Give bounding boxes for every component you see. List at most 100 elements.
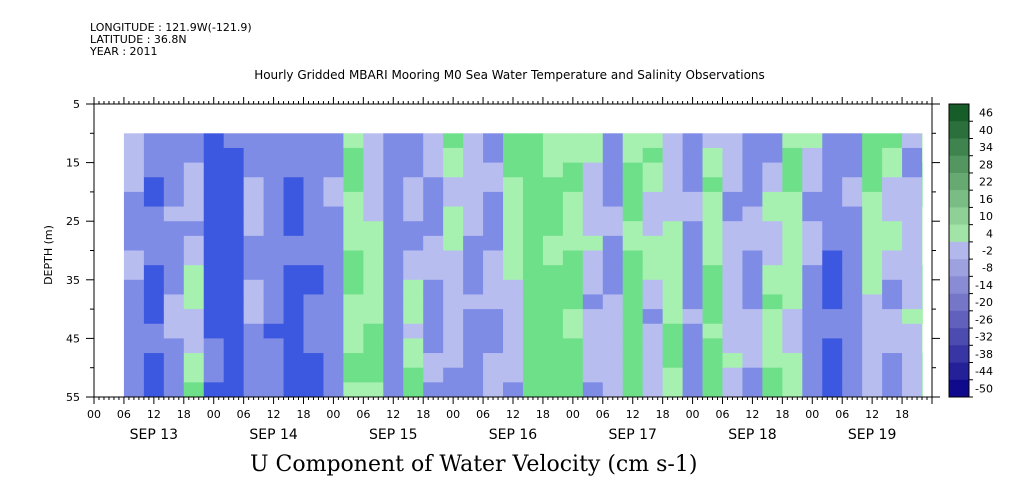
heatmap-cell: [842, 265, 863, 281]
heatmap-cell: [682, 294, 704, 310]
heatmap-cell: [483, 206, 504, 222]
y-tick-label: 15: [66, 157, 80, 170]
heatmap-cell: [163, 162, 185, 178]
heatmap-cell: [822, 206, 843, 222]
x-day-label: SEP 19: [848, 427, 896, 443]
heatmap-cell: [842, 294, 863, 310]
heatmap-cell: [343, 353, 364, 369]
heatmap-cell: [303, 221, 324, 237]
heatmap-cell: [582, 382, 604, 398]
heatmap-cell: [742, 177, 763, 193]
heatmap-cell: [243, 279, 265, 295]
heatmap-cell: [602, 177, 624, 193]
heatmap-cell: [363, 133, 384, 149]
heatmap-cell: [582, 191, 604, 208]
heatmap-cell: [143, 367, 165, 383]
heatmap-cell: [123, 382, 145, 398]
heatmap-cell: [542, 191, 564, 208]
heatmap-cell: [123, 177, 145, 193]
colorbar-label: -44: [975, 365, 993, 378]
heatmap-cell: [403, 382, 424, 398]
heatmap-cell: [882, 235, 903, 251]
heatmap-cell: [163, 177, 185, 193]
heatmap-cell: [443, 309, 464, 325]
heatmap-cell: [243, 162, 265, 178]
colorbar-swatch: [949, 104, 969, 122]
heatmap-cell: [562, 162, 584, 178]
heatmap-cell: [383, 309, 404, 325]
heatmap-cell: [602, 250, 624, 266]
heatmap-cell: [702, 265, 723, 281]
heatmap-cell: [423, 206, 444, 222]
heatmap-cell: [822, 250, 843, 266]
heatmap-cell: [802, 162, 823, 178]
heatmap-cell: [762, 382, 783, 398]
heatmap-cell: [762, 235, 783, 251]
heatmap-cell: [323, 162, 344, 178]
heatmap-cell: [662, 191, 684, 208]
heatmap-cell: [862, 133, 883, 149]
heatmap-cell: [682, 353, 704, 369]
heatmap-cell: [243, 133, 265, 149]
heatmap-cell: [183, 353, 205, 369]
heatmap-cell: [403, 353, 424, 369]
heatmap-cell: [243, 147, 265, 164]
heatmap-cell: [503, 250, 524, 266]
heatmap-cell: [702, 206, 723, 222]
heatmap-cell: [542, 147, 564, 164]
heatmap-cell: [742, 191, 763, 208]
heatmap-cell: [542, 367, 564, 383]
heatmap-cell: [522, 338, 544, 354]
heatmap-cell: [662, 353, 684, 369]
heatmap-cell: [822, 221, 843, 237]
heatmap-cell: [662, 367, 684, 383]
heatmap-cell: [582, 235, 604, 251]
heatmap-cell: [742, 221, 763, 237]
heatmap-cell: [503, 323, 524, 339]
heatmap-cell: [902, 279, 923, 295]
heatmap-cell: [263, 235, 285, 251]
heatmap-cell: [383, 265, 404, 281]
colorbar-label: -20: [975, 296, 993, 309]
colorbar-label: 34: [979, 141, 993, 154]
heatmap-cell: [503, 353, 524, 369]
heatmap-cell: [303, 206, 324, 222]
heatmap-cell: [702, 235, 723, 251]
heatmap-cell: [622, 133, 644, 149]
heatmap-cell: [463, 353, 484, 369]
heatmap-cell: [802, 279, 823, 295]
heatmap-cell: [423, 353, 444, 369]
heatmap-cell: [862, 177, 883, 193]
heatmap-cell: [283, 147, 304, 164]
heatmap-cell: [303, 162, 324, 178]
heatmap-cell: [363, 191, 384, 208]
heatmap-cell: [722, 323, 743, 339]
heatmap-cell: [642, 294, 664, 310]
heatmap-cell: [383, 294, 404, 310]
heatmap-cell: [642, 235, 664, 251]
heatmap-cell: [323, 294, 344, 310]
heatmap-cell: [882, 294, 903, 310]
heatmap-cell: [223, 235, 245, 251]
heatmap-cell: [283, 177, 304, 193]
heatmap-cell: [662, 162, 684, 178]
heatmap-cell: [463, 191, 484, 208]
heatmap-cell: [203, 338, 225, 354]
heatmap-cell: [343, 162, 364, 178]
heatmap-cell: [842, 279, 863, 295]
heatmap-cell: [762, 221, 783, 237]
heatmap-cell: [283, 382, 304, 398]
heatmap-cell: [682, 221, 704, 237]
heatmap-cell: [403, 147, 424, 164]
heatmap-cell: [622, 294, 644, 310]
heatmap-cell: [722, 353, 743, 369]
heatmap-cell: [742, 206, 763, 222]
heatmap-cell: [343, 279, 364, 295]
heatmap-cell: [922, 191, 923, 208]
heatmap-cell: [363, 235, 384, 251]
heatmap-cell: [143, 191, 165, 208]
heatmap-cell: [423, 367, 444, 383]
heatmap-cell: [223, 338, 245, 354]
heatmap-cell: [463, 279, 484, 295]
heatmap-cell: [702, 367, 723, 383]
